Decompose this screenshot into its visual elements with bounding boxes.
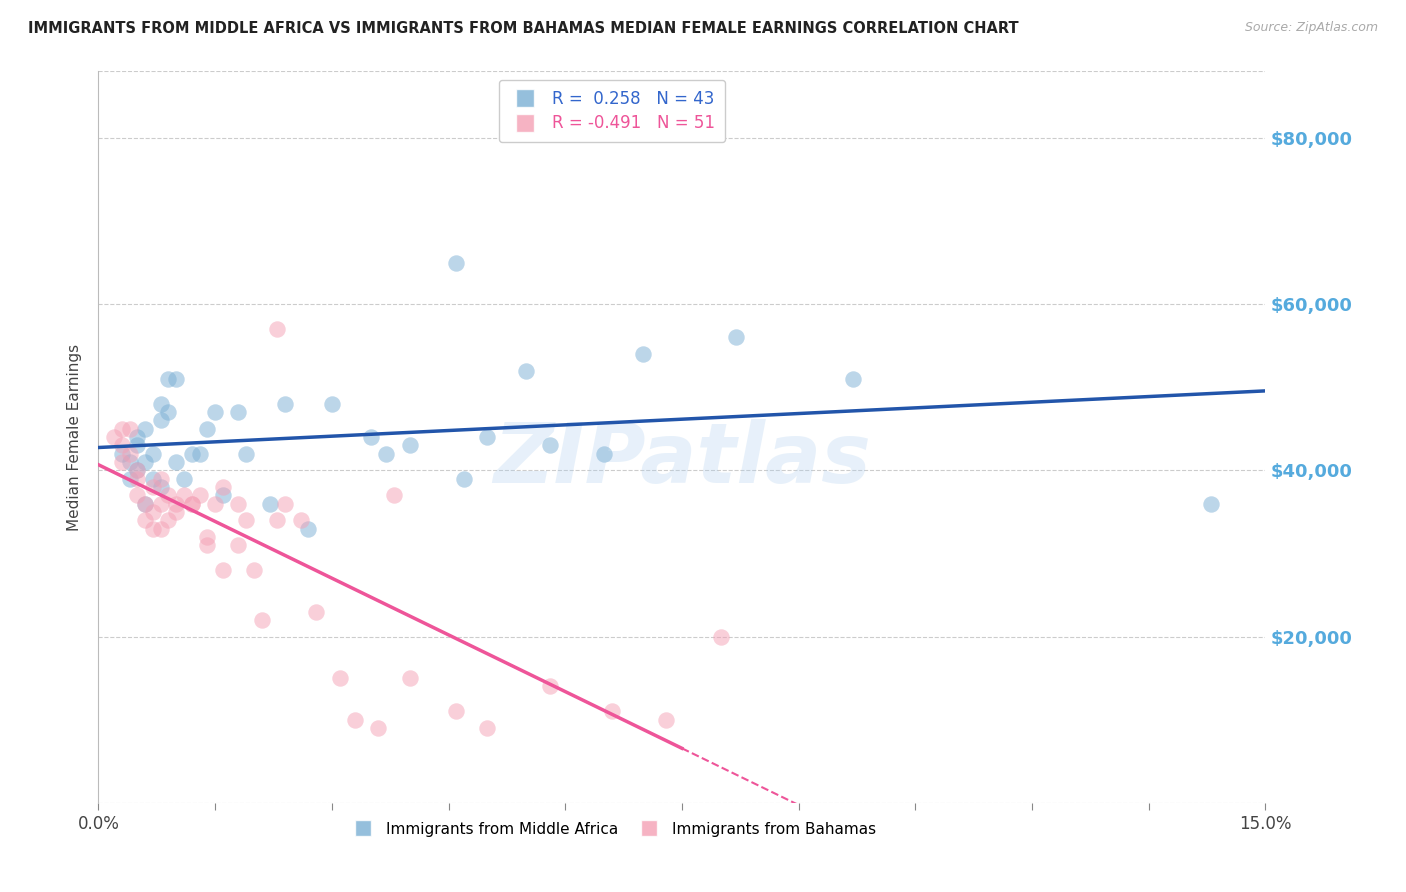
Point [134,455,156,469]
Point [250,613,273,627]
Point [631,347,654,361]
Point [188,447,211,461]
Point [375,447,398,461]
Point [274,397,297,411]
Point [725,330,748,344]
Point [195,538,218,552]
Point [165,455,187,469]
Point [127,488,149,502]
Point [142,447,165,461]
Point [103,430,125,444]
Point [243,563,266,577]
Point [367,721,389,735]
Point [235,513,257,527]
Point [111,438,134,452]
Point [127,430,149,444]
Point [204,497,226,511]
Point [111,455,134,469]
Point [515,363,537,377]
Y-axis label: Median Female Earnings: Median Female Earnings [67,343,83,531]
Point [195,422,218,436]
Point [149,413,172,427]
Point [127,472,149,486]
Point [710,630,733,644]
Point [228,497,250,511]
Point [446,255,468,269]
Point [118,455,141,469]
Point [477,430,499,444]
Text: IMMIGRANTS FROM MIDDLE AFRICA VS IMMIGRANTS FROM BAHAMAS MEDIAN FEMALE EARNINGS : IMMIGRANTS FROM MIDDLE AFRICA VS IMMIGRA… [28,21,1019,36]
Text: ZIPatlas: ZIPatlas [494,418,870,500]
Point [266,513,288,527]
Point [290,513,312,527]
Point [228,405,250,419]
Point [134,497,156,511]
Point [259,497,281,511]
Point [398,671,420,685]
Point [297,521,319,535]
Point [149,497,172,511]
Point [593,447,616,461]
Point [228,538,250,552]
Point [127,438,149,452]
Text: Source: ZipAtlas.com: Source: ZipAtlas.com [1244,21,1378,34]
Point [321,397,343,411]
Point [274,497,297,511]
Point [149,480,172,494]
Point [127,463,149,477]
Point [118,422,141,436]
Point [382,488,405,502]
Point [134,513,156,527]
Point [111,422,134,436]
Point [180,497,202,511]
Point [212,488,235,502]
Point [266,322,288,336]
Point [360,430,382,444]
Point [149,521,172,535]
Point [165,505,187,519]
Point [212,563,235,577]
Point [538,438,561,452]
Point [157,405,180,419]
Point [344,713,367,727]
Point [157,513,180,527]
Point [127,463,149,477]
Legend: Immigrants from Middle Africa, Immigrants from Bahamas: Immigrants from Middle Africa, Immigrant… [342,815,882,843]
Point [204,405,226,419]
Point [235,447,257,461]
Point [134,422,156,436]
Point [157,488,180,502]
Point [600,705,623,719]
Point [842,372,865,386]
Point [212,480,235,494]
Point [180,497,202,511]
Point [157,372,180,386]
Point [446,705,468,719]
Point [1199,497,1222,511]
Point [118,447,141,461]
Point [149,472,172,486]
Point [195,530,218,544]
Point [305,605,328,619]
Point [165,497,187,511]
Point [173,488,195,502]
Point [453,472,475,486]
Point [398,438,420,452]
Point [142,472,165,486]
Point [188,488,211,502]
Point [111,447,134,461]
Point [134,497,156,511]
Point [165,372,187,386]
Point [329,671,352,685]
Point [538,680,561,694]
Point [118,472,141,486]
Point [477,721,499,735]
Point [173,472,195,486]
Point [142,480,165,494]
Point [142,505,165,519]
Point [180,447,202,461]
Point [149,397,172,411]
Point [142,521,165,535]
Point [655,713,678,727]
